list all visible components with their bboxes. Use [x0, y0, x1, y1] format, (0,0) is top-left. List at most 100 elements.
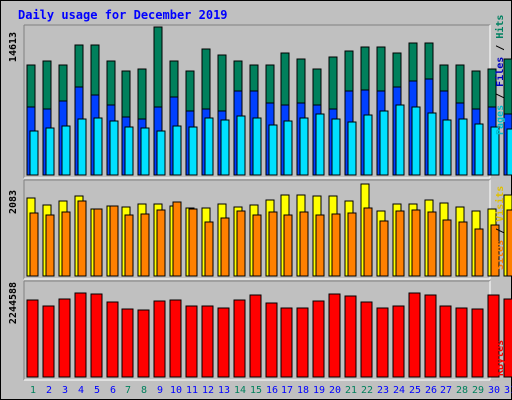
pages-bar [427, 112, 437, 176]
x-tick-label: 1 [30, 385, 36, 396]
pages-bar [347, 121, 357, 176]
pages-bar [458, 118, 468, 176]
pages-bar [268, 124, 278, 176]
sites-bar [490, 224, 500, 277]
kbytes-bar [376, 307, 389, 378]
legend-separator: / [495, 87, 506, 105]
x-tick-label: 7 [125, 385, 131, 396]
top-ymax-label: 14613 [8, 32, 19, 62]
kbytes-bar [296, 307, 309, 378]
legend-files: Files [494, 57, 506, 87]
sites-bar [77, 200, 87, 277]
sites-bar [299, 211, 309, 277]
pages-bar [172, 125, 182, 176]
bot-ymax-label: 2244588 [8, 282, 19, 324]
panels: 14613 2083 2244588 [8, 24, 512, 381]
x-tick-label: 15 [250, 385, 262, 396]
pages-bar [77, 118, 87, 176]
legend-mid: Sites / Visits [494, 186, 506, 270]
x-tick-label: 17 [281, 385, 293, 396]
sites-bar [61, 211, 71, 277]
x-tick-label: 2 [46, 385, 52, 396]
legends: Pages / Files / Hits Sites / Visits KBytes [494, 15, 506, 376]
pages-bar [61, 125, 71, 176]
pages-bar [299, 117, 309, 176]
x-tick-label: 16 [266, 385, 278, 396]
x-tick-label: 21 [345, 385, 357, 396]
legend-separator: / [495, 222, 506, 240]
sites-bar [45, 214, 55, 277]
pages-bar [363, 114, 373, 176]
kbytes-bar [26, 299, 39, 378]
pages-bar [474, 123, 484, 176]
x-tick-label: 19 [313, 385, 325, 396]
sites-bar [156, 209, 166, 277]
kbytes-bar [58, 298, 71, 378]
x-tick-label: 4 [78, 385, 84, 396]
x-tick-label: 29 [472, 385, 484, 396]
x-tick-label: 3 [62, 385, 68, 396]
kbytes-bar [42, 305, 55, 378]
chart-title: Daily usage for December 2019 [18, 8, 228, 22]
sites-bar [93, 208, 103, 277]
pages-bar [395, 104, 405, 176]
kbytes-bar [201, 305, 214, 378]
kbytes-bar [106, 301, 119, 378]
sites-bar [220, 217, 230, 277]
kbytes-bar [360, 301, 373, 378]
x-tick-label: 25 [409, 385, 421, 396]
pages-bar [379, 110, 389, 176]
pages-bar [283, 120, 293, 176]
sites-bar [395, 210, 405, 277]
x-tick-label: 28 [456, 385, 468, 396]
x-tick-label: 6 [110, 385, 116, 396]
sites-bar [315, 214, 325, 277]
kbytes-bar [455, 307, 468, 378]
pages-bar [124, 126, 134, 176]
legend-pages: Pages [495, 105, 506, 135]
legend-hits: Hits [494, 15, 506, 39]
x-tick-label: 5 [94, 385, 100, 396]
x-tick-label: 9 [157, 385, 163, 396]
sites-bar [109, 205, 119, 277]
x-tick-label: 13 [218, 385, 230, 396]
sites-bar [283, 214, 293, 277]
pages-bar [93, 117, 103, 176]
x-tick-label: 14 [234, 385, 246, 396]
sites-bar [427, 211, 437, 277]
kbytes-bar [265, 302, 278, 378]
x-tick-label: 31 [504, 385, 512, 396]
x-tick-label: 23 [377, 385, 389, 396]
kbytes-bar [153, 300, 166, 378]
sites-bar [204, 221, 214, 277]
kbytes-bar [185, 305, 198, 378]
pages-bar [188, 126, 198, 176]
kbytes-bar [217, 307, 230, 378]
pages-bar [156, 130, 166, 176]
pages-bar [442, 119, 452, 176]
kbytes-bar [74, 292, 87, 378]
pages-bar [140, 127, 150, 176]
pages-bar [109, 120, 119, 176]
kbytes-bar [90, 293, 103, 378]
legend-separator: / [495, 39, 506, 57]
kbytes-bar [471, 308, 484, 378]
sites-bar [442, 219, 452, 277]
pages-bar [45, 127, 55, 176]
kbytes-bar [312, 300, 325, 378]
x-tick-label: 27 [440, 385, 452, 396]
kbytes-bar [392, 305, 405, 378]
pages-bar [411, 106, 421, 176]
pages-bar [252, 117, 262, 176]
kbytes-bar [121, 308, 134, 378]
sites-bar [331, 213, 341, 277]
kbytes-bar [169, 299, 182, 378]
pages-bar [204, 117, 214, 176]
sites-bar [172, 201, 182, 277]
pages-bar [506, 128, 512, 176]
x-tick-label: 22 [361, 385, 373, 396]
sites-bar [363, 207, 373, 277]
kbytes-bar [424, 294, 437, 378]
x-tick-label: 8 [141, 385, 147, 396]
x-tick-label: 20 [329, 385, 341, 396]
